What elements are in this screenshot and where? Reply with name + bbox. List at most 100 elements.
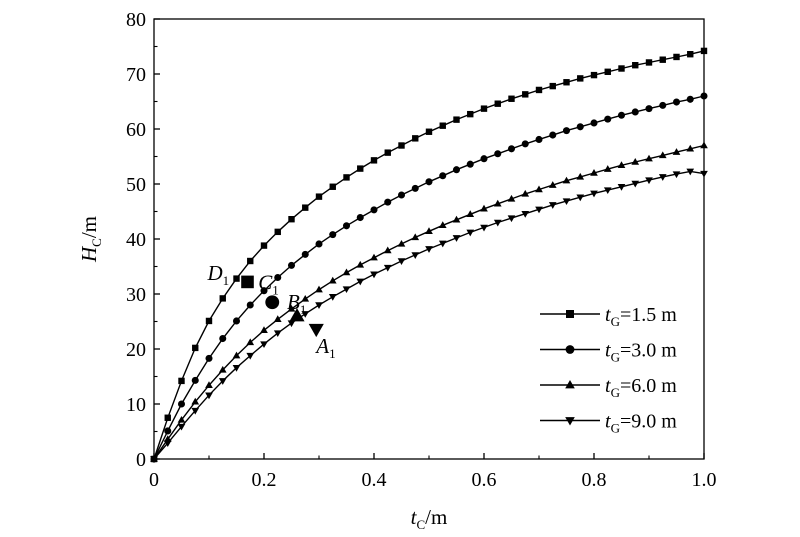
series-1-point (645, 59, 653, 66)
series-3-point (535, 185, 543, 193)
series-3-point (590, 169, 598, 176)
y-tick-label: 30 (126, 284, 146, 306)
series-2-point (631, 108, 639, 116)
series-3-point (273, 315, 282, 323)
series-2-point (425, 178, 433, 186)
series-1-point (343, 174, 350, 181)
series-3-point (218, 365, 227, 373)
series-1-point (659, 56, 666, 63)
x-tick-label: 0.2 (252, 469, 277, 491)
series-4-point (397, 258, 406, 265)
series-2-point (329, 231, 337, 239)
series-1-point (535, 86, 543, 94)
series-2-point (535, 135, 543, 143)
series-3-point (425, 227, 433, 235)
series-3-point (205, 381, 213, 389)
series-3-point (397, 239, 406, 247)
series-4-point (370, 271, 378, 279)
series-3-point (438, 221, 447, 228)
y-tick-label: 50 (126, 174, 146, 196)
series-3-point (260, 326, 268, 334)
series-3-point (617, 161, 626, 169)
series-3-point (370, 253, 378, 261)
series-4-point (562, 198, 571, 206)
series-4-point (521, 210, 530, 218)
series-4-point (425, 246, 433, 253)
point-c1-label: C1 (258, 270, 279, 297)
series-4-point (342, 286, 351, 294)
series-3-point (328, 276, 337, 284)
series-2-point (439, 172, 447, 180)
series-1-point (425, 128, 433, 135)
series-2-point (164, 427, 172, 435)
series-2-point (576, 123, 584, 131)
series-3-point (576, 172, 585, 180)
series-3-point (603, 165, 612, 172)
series-2-point (672, 98, 681, 106)
series-3-point (562, 176, 571, 184)
series-1-point (329, 183, 336, 190)
series-3-point (700, 141, 708, 149)
series-1-point (480, 105, 488, 112)
series-4-point (576, 194, 585, 202)
series-4-point (232, 364, 241, 372)
series-4-point (218, 378, 227, 385)
series-4-point (383, 264, 392, 272)
series-1-point (178, 377, 185, 385)
series-2-point (246, 301, 254, 309)
series-3-point (521, 189, 530, 197)
series-4-point (603, 187, 612, 195)
series-4-point (438, 240, 447, 248)
point-b1-label: B1 (287, 290, 306, 317)
series-2-point (562, 127, 571, 135)
series-2-point (260, 287, 268, 295)
series-1-point (687, 51, 694, 58)
x-axis-label: tC/m (411, 505, 448, 532)
point-a1-marker (308, 323, 324, 338)
series-3-point (232, 351, 241, 359)
legend-marker-2 (565, 345, 575, 354)
series-2-point (287, 261, 296, 269)
series-4-point (645, 177, 653, 185)
series-4-point (493, 219, 502, 227)
series-1-point (604, 68, 611, 75)
series-3-point (356, 260, 365, 268)
point-b1-marker (289, 308, 305, 322)
series-3-point (507, 194, 516, 202)
series-2-point (177, 400, 186, 408)
series-3-point (645, 154, 653, 162)
series-1-point (673, 53, 680, 61)
series-4-point (700, 170, 708, 178)
y-tick-label: 60 (126, 119, 146, 141)
series-1-point (384, 149, 391, 156)
series-2-point (232, 317, 241, 325)
series-1-point (247, 257, 254, 265)
series-2-point (480, 155, 488, 163)
series-1-point (357, 165, 364, 172)
x-tick-label: 0 (149, 469, 159, 491)
y-tick-label: 10 (126, 394, 146, 416)
series-3-point (315, 285, 323, 293)
series-2-point (301, 250, 309, 258)
legend-marker-1 (566, 310, 574, 318)
series-4-point (150, 456, 158, 463)
series-1-point (494, 100, 501, 107)
series-3-point (177, 415, 186, 423)
point-a1-label: A1 (314, 334, 335, 361)
series-1-point (700, 47, 708, 55)
series-1-point (412, 135, 419, 142)
series-3-point (287, 304, 296, 312)
series-3-point (631, 158, 640, 165)
series-2-point (645, 105, 653, 113)
series-1-point (288, 216, 295, 223)
series-2-point (549, 131, 557, 139)
series-1-point (192, 344, 199, 352)
series-1-point (508, 95, 515, 102)
series-4-point (287, 320, 296, 328)
series-3-point (493, 199, 502, 207)
legend-label-4: tG=9.0 m (605, 411, 677, 436)
series-1-point (260, 242, 268, 249)
series-2-point (205, 354, 213, 362)
series-4-point (205, 392, 213, 400)
